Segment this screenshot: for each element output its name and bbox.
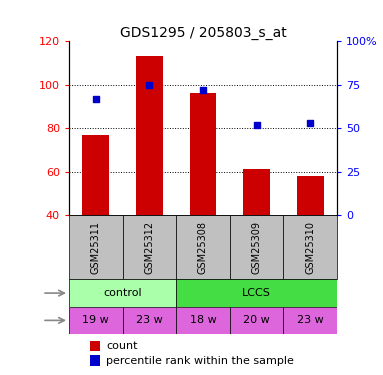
Text: 18 w: 18 w <box>190 315 216 326</box>
Bar <box>90 340 100 351</box>
Bar <box>190 93 216 215</box>
Bar <box>283 307 337 334</box>
Point <box>254 122 260 128</box>
Text: 19 w: 19 w <box>82 315 109 326</box>
Text: GSM25311: GSM25311 <box>91 221 101 274</box>
Bar <box>297 176 324 215</box>
Point <box>93 96 99 102</box>
Point <box>307 120 313 126</box>
Bar <box>82 135 109 215</box>
Text: 20 w: 20 w <box>243 315 270 326</box>
Bar <box>69 279 176 307</box>
Text: GSM25308: GSM25308 <box>198 221 208 274</box>
Point <box>200 87 206 93</box>
Bar <box>69 307 123 334</box>
Text: control: control <box>103 288 142 298</box>
Title: GDS1295 / 205803_s_at: GDS1295 / 205803_s_at <box>119 26 286 40</box>
Bar <box>123 307 176 334</box>
Point <box>146 82 152 88</box>
Bar <box>243 170 270 215</box>
Bar <box>90 356 100 366</box>
Text: GSM25312: GSM25312 <box>144 220 154 274</box>
Bar <box>230 307 283 334</box>
Text: percentile rank within the sample: percentile rank within the sample <box>106 356 295 366</box>
Text: 23 w: 23 w <box>136 315 163 326</box>
Text: GSM25309: GSM25309 <box>252 221 262 274</box>
Text: 23 w: 23 w <box>297 315 324 326</box>
Bar <box>176 307 230 334</box>
Text: LCCS: LCCS <box>242 288 271 298</box>
Bar <box>69 215 123 279</box>
Text: count: count <box>106 340 138 351</box>
Bar <box>283 215 337 279</box>
Bar <box>176 279 337 307</box>
Bar <box>176 215 230 279</box>
Bar <box>123 215 176 279</box>
Bar <box>230 215 283 279</box>
Bar <box>136 57 163 215</box>
Text: GSM25310: GSM25310 <box>305 221 315 274</box>
